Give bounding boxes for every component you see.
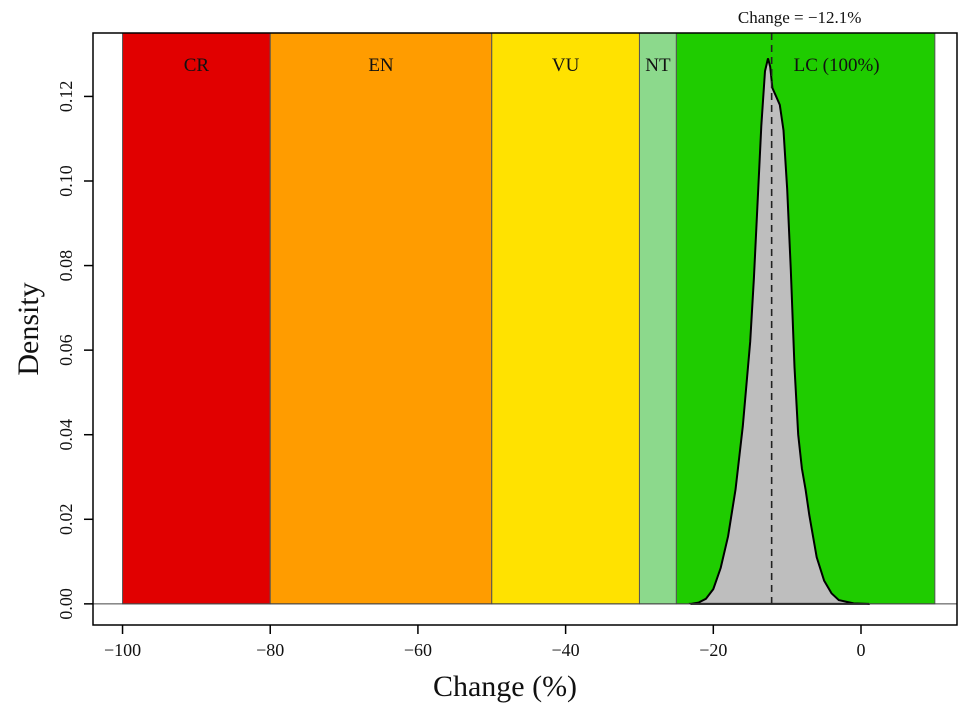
y-axis: 0.00 0.02 0.04 0.06 0.08 0.10 0.12	[56, 81, 93, 620]
category-bands	[122, 32, 936, 605]
x-tick-label: −100	[104, 640, 141, 660]
change-annotation: Change = −12.1%	[738, 8, 862, 27]
y-tick-label: 0.10	[56, 165, 76, 197]
band-cr	[122, 32, 271, 605]
x-tick-label: −60	[404, 640, 432, 660]
band-en	[269, 32, 493, 605]
band-label-cr: CR	[184, 55, 210, 76]
y-tick-label: 0.04	[56, 419, 76, 451]
x-axis-title: Change (%)	[433, 670, 577, 703]
y-axis-title: Density	[12, 282, 45, 375]
band-nt	[638, 32, 677, 605]
y-tick-label: 0.02	[56, 504, 76, 536]
plot-frame	[92, 32, 958, 626]
density-area	[688, 58, 870, 605]
y-tick-label: 0.06	[56, 334, 76, 366]
x-tick-label: 0	[857, 640, 866, 660]
band-label-vu: VU	[552, 55, 580, 76]
y-tick-label: 0.08	[56, 250, 76, 282]
x-axis: −100 −80 −60 −40 −20 0	[104, 625, 866, 660]
x-tick-label: −20	[699, 640, 727, 660]
x-tick-label: −80	[256, 640, 284, 660]
band-vu	[491, 32, 640, 605]
band-label-en: EN	[368, 55, 394, 76]
band-label-nt: NT	[645, 55, 671, 76]
y-tick-label: 0.00	[56, 588, 76, 620]
y-tick-label: 0.12	[56, 81, 76, 113]
band-label-lc: LC (100%)	[794, 55, 880, 76]
x-tick-label: −40	[552, 640, 580, 660]
category-labels: CR EN VU NT LC (100%)	[184, 55, 880, 76]
